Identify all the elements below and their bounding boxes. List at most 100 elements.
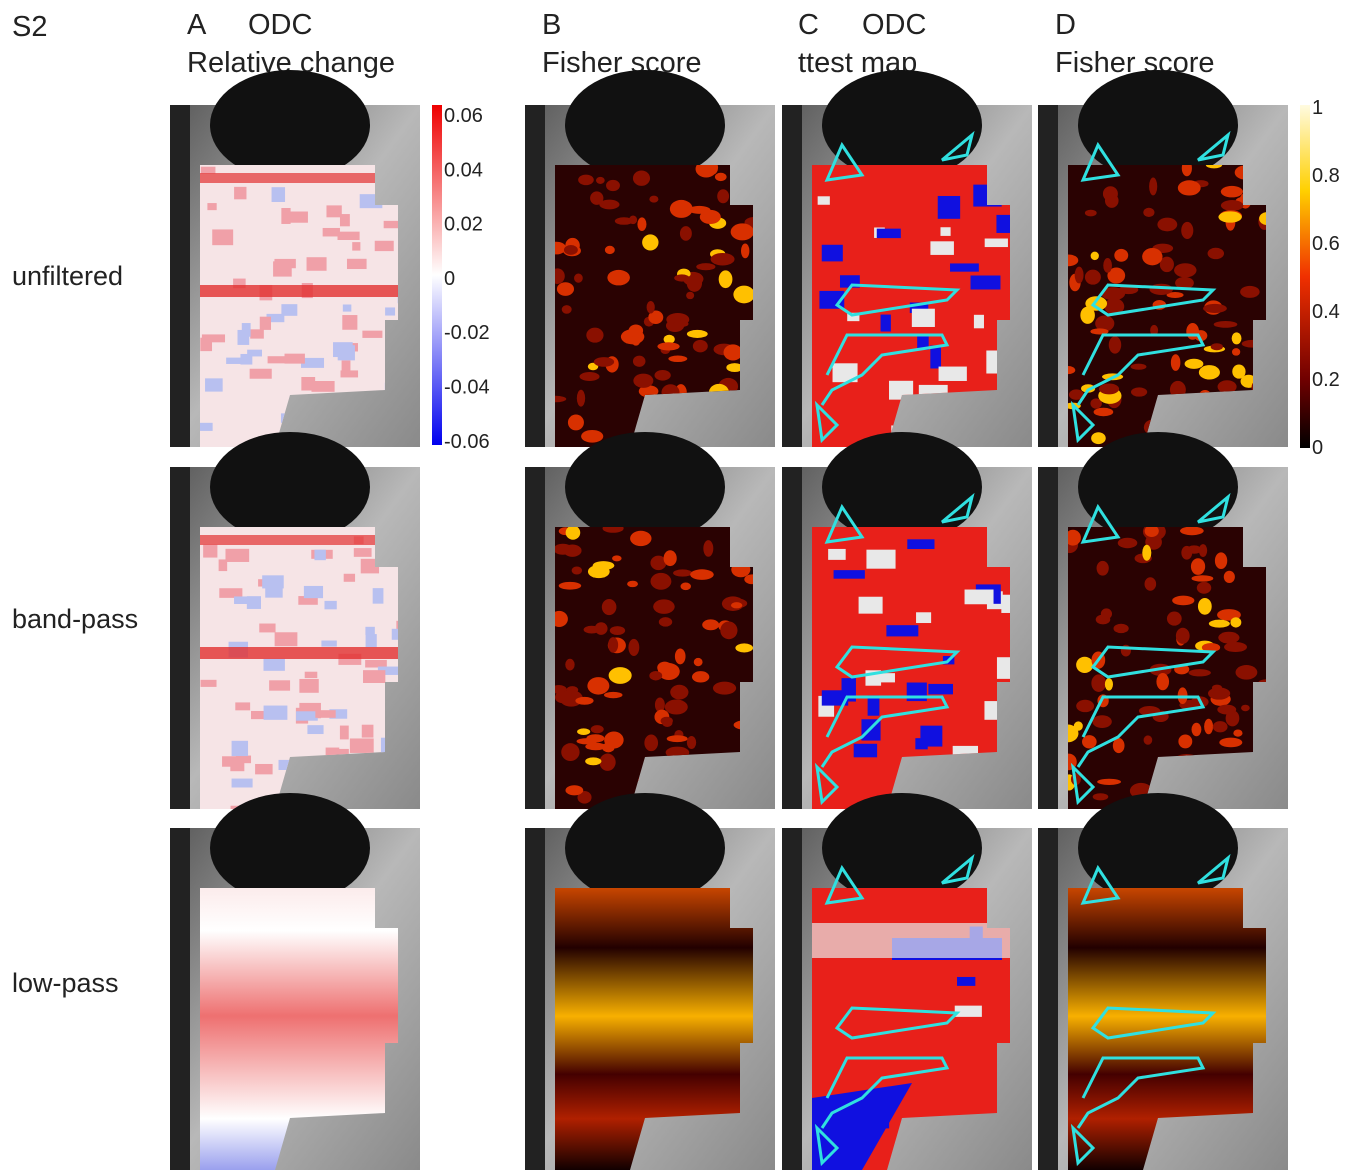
map-blob: [1181, 546, 1192, 560]
panel-title: ODC: [248, 9, 312, 41]
colorbar-tick: -0.02: [444, 322, 490, 344]
dark-region: [210, 793, 370, 903]
map-blob: [1097, 779, 1121, 785]
map-patch: [347, 259, 367, 269]
map-patch: [230, 757, 244, 772]
map-patch: [362, 725, 374, 738]
map-patch: [343, 304, 352, 311]
map-patch: [362, 331, 382, 338]
map-blob: [1092, 715, 1111, 728]
map-patch: [272, 187, 285, 202]
map-patch: [250, 369, 272, 379]
map-blob: [561, 743, 579, 761]
map-blob: [1149, 178, 1157, 196]
map-patch: [201, 167, 216, 174]
map-blob: [1203, 304, 1227, 313]
map-patch: [315, 710, 335, 718]
map-blob: [599, 200, 619, 210]
map-patch: [907, 539, 934, 549]
map-blob: [604, 732, 624, 749]
image-panel: [170, 432, 420, 814]
map-blob: [1091, 432, 1106, 444]
map-blob: [715, 173, 727, 181]
map-blob: [1215, 552, 1227, 569]
map-blob: [1101, 608, 1112, 619]
map-blob: [680, 226, 692, 241]
map-patch: [938, 196, 960, 219]
map-band: [200, 647, 400, 659]
map-blob: [564, 245, 578, 255]
map-blob: [1221, 186, 1243, 198]
map-blob: [657, 662, 672, 674]
map-blob: [1091, 252, 1099, 261]
map-patch: [260, 317, 271, 330]
map-blob: [596, 177, 605, 184]
map-blob: [1224, 571, 1235, 583]
colorbar-tick: 0.8: [1312, 165, 1340, 187]
map-blob: [1209, 620, 1230, 628]
map-patch: [281, 304, 297, 316]
map-blob: [566, 526, 581, 540]
image-panel: [1038, 432, 1288, 809]
map-blob: [630, 531, 651, 546]
map-blob: [588, 565, 610, 578]
map-blob: [574, 273, 583, 282]
map-patch: [340, 214, 350, 226]
map-band: [200, 535, 400, 545]
map-blob: [731, 602, 742, 608]
map-blob: [1099, 383, 1119, 394]
map-patch: [304, 586, 323, 598]
colorbar-tick: 0.06: [444, 105, 483, 127]
map-blob: [644, 735, 658, 752]
map-patch: [859, 597, 883, 614]
map-blob: [610, 626, 625, 635]
colorbar-tick: 0: [444, 268, 455, 290]
image-panel: [525, 793, 775, 1170]
map-blob: [585, 743, 606, 751]
map-patch: [939, 367, 967, 381]
map-patch: [877, 229, 901, 238]
map-blob: [1171, 354, 1181, 371]
map-blob: [1085, 270, 1101, 285]
map-blob: [1113, 624, 1128, 633]
map-blob: [1241, 705, 1250, 711]
map-blob: [1167, 612, 1182, 626]
colorbar-tick: 0.02: [444, 214, 483, 236]
dark-region: [1078, 432, 1238, 542]
map-blob: [553, 544, 572, 555]
map-blob: [1191, 558, 1205, 575]
map-blob: [1192, 575, 1214, 581]
map-blob: [594, 357, 614, 367]
map-patch: [305, 672, 318, 678]
map-patch: [301, 377, 315, 391]
map-patch: [812, 923, 1012, 958]
map-patch: [971, 276, 1001, 290]
map-patch: [828, 549, 846, 560]
map-blob: [627, 581, 638, 587]
map-blob: [1240, 286, 1260, 298]
panel-letter: D: [1055, 9, 1076, 41]
map-patch: [955, 1006, 982, 1017]
map-patch: [200, 423, 213, 431]
map-blob: [733, 286, 754, 304]
map-blob: [649, 196, 658, 203]
map-blob: [1232, 348, 1240, 356]
map-patch: [352, 242, 360, 250]
map-blob: [608, 637, 618, 653]
map-blob: [591, 725, 604, 733]
map-blob: [557, 282, 574, 296]
dark-region: [822, 793, 982, 903]
map-patch: [234, 187, 246, 199]
map-patch: [232, 741, 248, 756]
image-panel: [782, 70, 1032, 449]
map-blob: [693, 340, 708, 353]
map-blob: [1142, 248, 1162, 265]
map-patch: [281, 208, 290, 224]
image-panel: [525, 432, 775, 809]
map-blob: [1085, 210, 1097, 217]
map-patch: [912, 309, 935, 327]
map-blob: [692, 671, 709, 682]
map-patch: [264, 706, 288, 720]
map-patch: [324, 601, 336, 609]
row-label: unfiltered: [12, 261, 123, 291]
